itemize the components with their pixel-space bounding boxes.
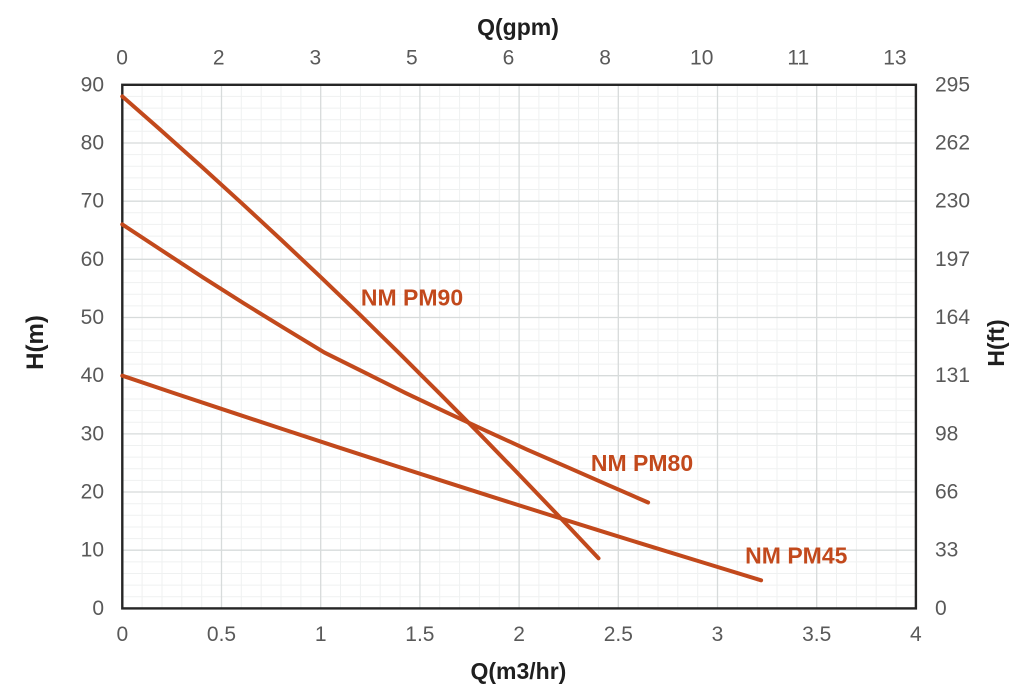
svg-text:1: 1 bbox=[315, 623, 327, 646]
svg-text:4: 4 bbox=[910, 623, 922, 646]
svg-text:3: 3 bbox=[712, 623, 724, 646]
svg-text:3.5: 3.5 bbox=[802, 623, 831, 646]
svg-text:2: 2 bbox=[513, 623, 525, 646]
svg-text:230: 230 bbox=[935, 190, 970, 213]
svg-text:295: 295 bbox=[935, 73, 970, 96]
svg-text:50: 50 bbox=[81, 306, 104, 329]
svg-text:2.5: 2.5 bbox=[604, 623, 633, 646]
svg-text:197: 197 bbox=[935, 248, 970, 271]
svg-text:262: 262 bbox=[935, 132, 970, 155]
svg-text:3: 3 bbox=[309, 47, 321, 70]
svg-text:6: 6 bbox=[503, 47, 515, 70]
svg-text:1.5: 1.5 bbox=[405, 623, 434, 646]
svg-text:0: 0 bbox=[92, 597, 104, 620]
svg-text:5: 5 bbox=[406, 47, 418, 70]
svg-text:11: 11 bbox=[787, 47, 809, 70]
svg-text:70: 70 bbox=[81, 190, 104, 213]
svg-text:0: 0 bbox=[935, 597, 947, 620]
svg-text:NM PM80: NM PM80 bbox=[591, 450, 693, 476]
svg-text:0.5: 0.5 bbox=[207, 623, 236, 646]
svg-text:8: 8 bbox=[599, 47, 611, 70]
svg-text:33: 33 bbox=[935, 539, 958, 562]
svg-text:66: 66 bbox=[935, 481, 958, 504]
svg-text:2: 2 bbox=[213, 47, 225, 70]
svg-text:0: 0 bbox=[116, 47, 128, 70]
svg-text:80: 80 bbox=[81, 132, 104, 155]
svg-text:164: 164 bbox=[935, 306, 970, 329]
svg-text:90: 90 bbox=[81, 73, 104, 96]
svg-text:10: 10 bbox=[690, 47, 713, 70]
svg-text:NM PM45: NM PM45 bbox=[745, 543, 847, 569]
svg-text:10: 10 bbox=[81, 539, 104, 562]
svg-text:NM PM90: NM PM90 bbox=[361, 284, 463, 310]
svg-text:30: 30 bbox=[81, 422, 104, 445]
svg-text:20: 20 bbox=[81, 481, 104, 504]
svg-text:40: 40 bbox=[81, 364, 104, 387]
svg-text:98: 98 bbox=[935, 422, 958, 445]
svg-text:60: 60 bbox=[81, 248, 104, 271]
svg-text:Q(m3/hr): Q(m3/hr) bbox=[470, 658, 566, 684]
svg-text:H(ft): H(ft) bbox=[983, 319, 1009, 366]
svg-text:Q(gpm): Q(gpm) bbox=[477, 14, 559, 40]
svg-text:13: 13 bbox=[883, 47, 906, 70]
svg-text:H(m): H(m) bbox=[22, 315, 49, 370]
svg-text:0: 0 bbox=[116, 623, 128, 646]
svg-text:131: 131 bbox=[935, 364, 970, 387]
